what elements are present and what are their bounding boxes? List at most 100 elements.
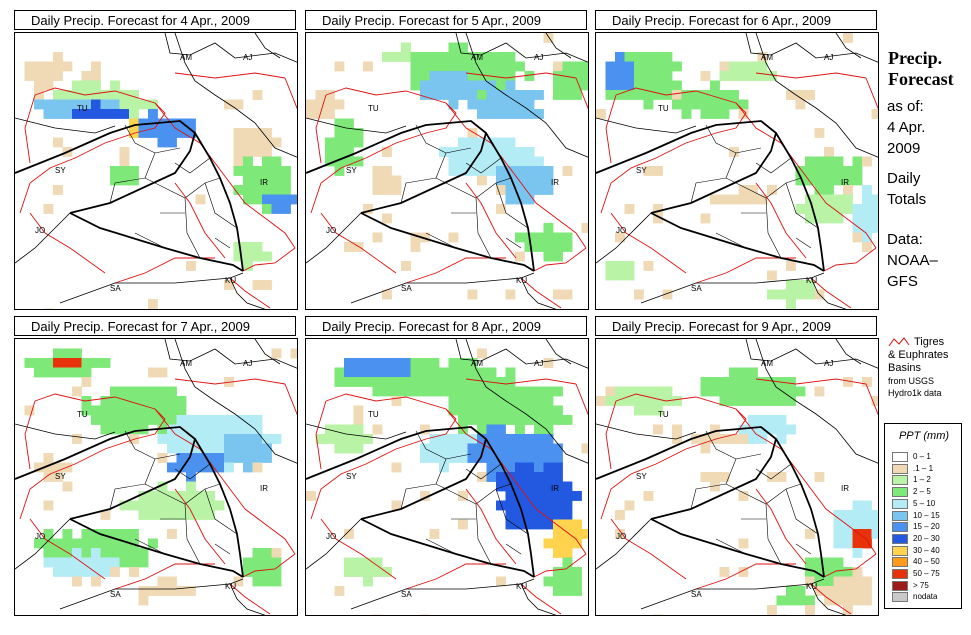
precip-cell — [243, 242, 253, 252]
legend-swatch — [892, 557, 908, 568]
precip-cell — [252, 242, 263, 252]
precip-cell — [420, 491, 430, 501]
precip-cell — [43, 367, 54, 378]
precip-cell — [524, 453, 535, 463]
country-label: SY — [346, 166, 357, 175]
precip-cell — [186, 128, 196, 138]
precip-cell — [691, 99, 701, 110]
precip-cell — [53, 358, 63, 368]
precip-cell — [205, 453, 215, 463]
precip-cell — [795, 386, 806, 397]
precip-cell — [486, 424, 497, 435]
precip-cell — [543, 242, 554, 252]
precip-cell — [496, 71, 506, 81]
precip-cell — [448, 52, 459, 62]
precip-cell — [325, 156, 335, 167]
precip-cell — [148, 386, 158, 397]
precip-cell — [100, 548, 111, 558]
precip-cell — [824, 185, 834, 195]
precip-cell — [477, 424, 487, 435]
basin-outline — [695, 563, 796, 590]
precip-cell — [119, 396, 130, 406]
precip-cell — [767, 415, 777, 425]
precip-cell — [334, 99, 345, 110]
precip-cell — [252, 194, 263, 205]
precip-cell — [486, 453, 497, 463]
precip-cell — [653, 396, 663, 406]
precip-cell — [524, 491, 535, 501]
country-border — [596, 426, 778, 520]
precip-cell — [624, 261, 635, 271]
country-borders — [306, 33, 588, 309]
precip-cell — [543, 434, 554, 444]
precip-cell — [448, 396, 459, 406]
province-border — [705, 430, 737, 460]
precip-cell — [119, 500, 130, 511]
precip-cell — [91, 529, 101, 539]
precip-cell — [334, 443, 345, 454]
precip-cell — [195, 453, 206, 463]
precip-cell — [344, 147, 354, 157]
precip-cell — [515, 396, 525, 406]
precip-cell — [700, 213, 711, 224]
country-border — [455, 339, 588, 369]
basin-outline — [735, 408, 877, 555]
precip-cell — [34, 99, 44, 110]
precip-cell — [543, 500, 554, 511]
precip-cell — [344, 443, 354, 454]
precip-cell — [729, 194, 739, 205]
precip-cell — [486, 156, 497, 167]
precip-cell — [439, 52, 449, 62]
precip-cell — [325, 137, 335, 148]
province-border — [164, 177, 221, 199]
precip-cell — [700, 386, 711, 397]
country-label: JO — [616, 226, 626, 235]
precip-cell — [824, 166, 834, 176]
precip-cell — [710, 386, 720, 397]
precip-cell — [862, 194, 872, 205]
precip-cell — [271, 557, 282, 568]
precip-cell — [157, 137, 168, 148]
precip-cell — [729, 377, 739, 387]
precip-cell — [186, 118, 196, 129]
precip-cell — [505, 481, 516, 492]
legend-swatch — [892, 498, 908, 509]
precip-cell — [653, 614, 663, 615]
precip-cell — [334, 434, 345, 444]
country-label: JO — [326, 532, 336, 541]
basin-outline — [465, 378, 577, 385]
precip-cell — [805, 289, 815, 300]
country-label: SA — [401, 590, 412, 599]
precip-cell — [91, 80, 101, 91]
precip-cell — [496, 137, 506, 148]
precip-cell — [448, 453, 459, 463]
precip-cell — [224, 434, 234, 444]
precip-cell — [467, 396, 478, 406]
precip-cell — [53, 137, 63, 148]
precip-cell — [72, 548, 82, 558]
precip-cell — [271, 185, 282, 195]
precip-cell — [334, 118, 345, 129]
precip-cell — [129, 415, 139, 425]
precip-cell — [43, 358, 54, 368]
precip-cell — [353, 443, 364, 454]
precip-cell — [505, 166, 516, 176]
precip-cell — [448, 147, 459, 157]
precip-cell — [458, 424, 468, 435]
precip-cell — [91, 61, 101, 72]
precip-cell — [524, 510, 535, 520]
precip-cell — [344, 434, 354, 444]
basin-outline — [575, 77, 588, 110]
precip-cell — [448, 99, 459, 110]
precip-cell — [382, 213, 392, 224]
precip-cell — [524, 462, 535, 473]
precip-cell — [252, 251, 263, 262]
basin-outline — [405, 563, 506, 590]
precip-cell — [62, 90, 73, 100]
precip-cell — [420, 386, 430, 397]
precip-cell — [486, 109, 497, 119]
basin-outline — [695, 257, 796, 284]
precip-cell — [553, 242, 563, 252]
precip-cell — [372, 614, 383, 615]
precip-cell — [833, 538, 844, 549]
